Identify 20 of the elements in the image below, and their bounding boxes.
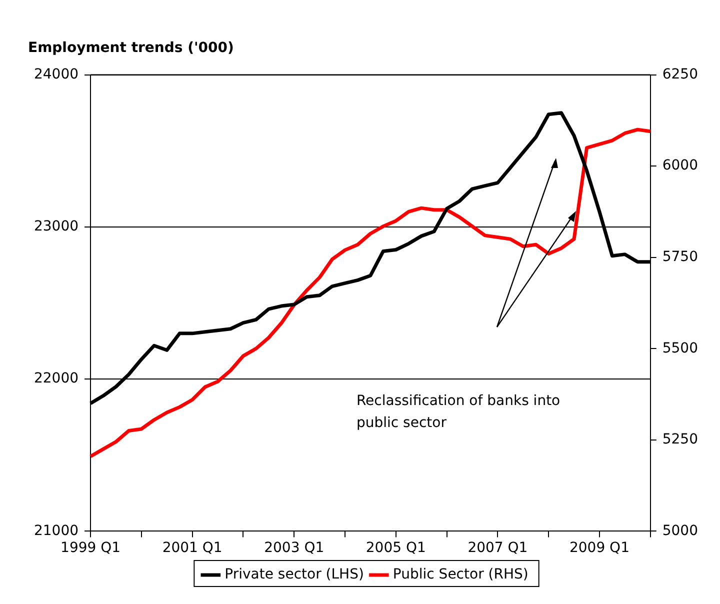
y2-tick-label: 5750 <box>662 249 698 265</box>
y-tick-label: 24000 <box>34 66 79 82</box>
x-tick-label: 1999 Q1 <box>60 540 121 556</box>
x-tick-label: 2003 Q1 <box>264 540 324 556</box>
legend-label: Public Sector (RHS) <box>392 566 528 583</box>
x-tick-label: 2001 Q1 <box>162 540 222 556</box>
y2-tick-label: 5250 <box>662 432 698 448</box>
x-tick-label: 2007 Q1 <box>468 540 528 556</box>
y-tick-label: 23000 <box>34 218 79 235</box>
annotation: Reclassification of banks into public sector <box>356 392 560 431</box>
x-tick-label: 2005 Q1 <box>366 540 426 556</box>
chart-title: Employment trends ('000) <box>28 40 234 56</box>
x-tick-label: 2009 Q1 <box>569 540 630 556</box>
legend-label: Private sector (LHS) <box>224 566 364 583</box>
y2-tick-label: 5500 <box>662 340 698 356</box>
y2-tick-label: 6250 <box>662 66 698 82</box>
y2-tick-label: 6000 <box>662 158 698 174</box>
y2-tick-label: 5000 <box>662 522 698 539</box>
y-tick-label: 21000 <box>34 522 79 539</box>
y-tick-label: 22000 <box>34 370 79 387</box>
